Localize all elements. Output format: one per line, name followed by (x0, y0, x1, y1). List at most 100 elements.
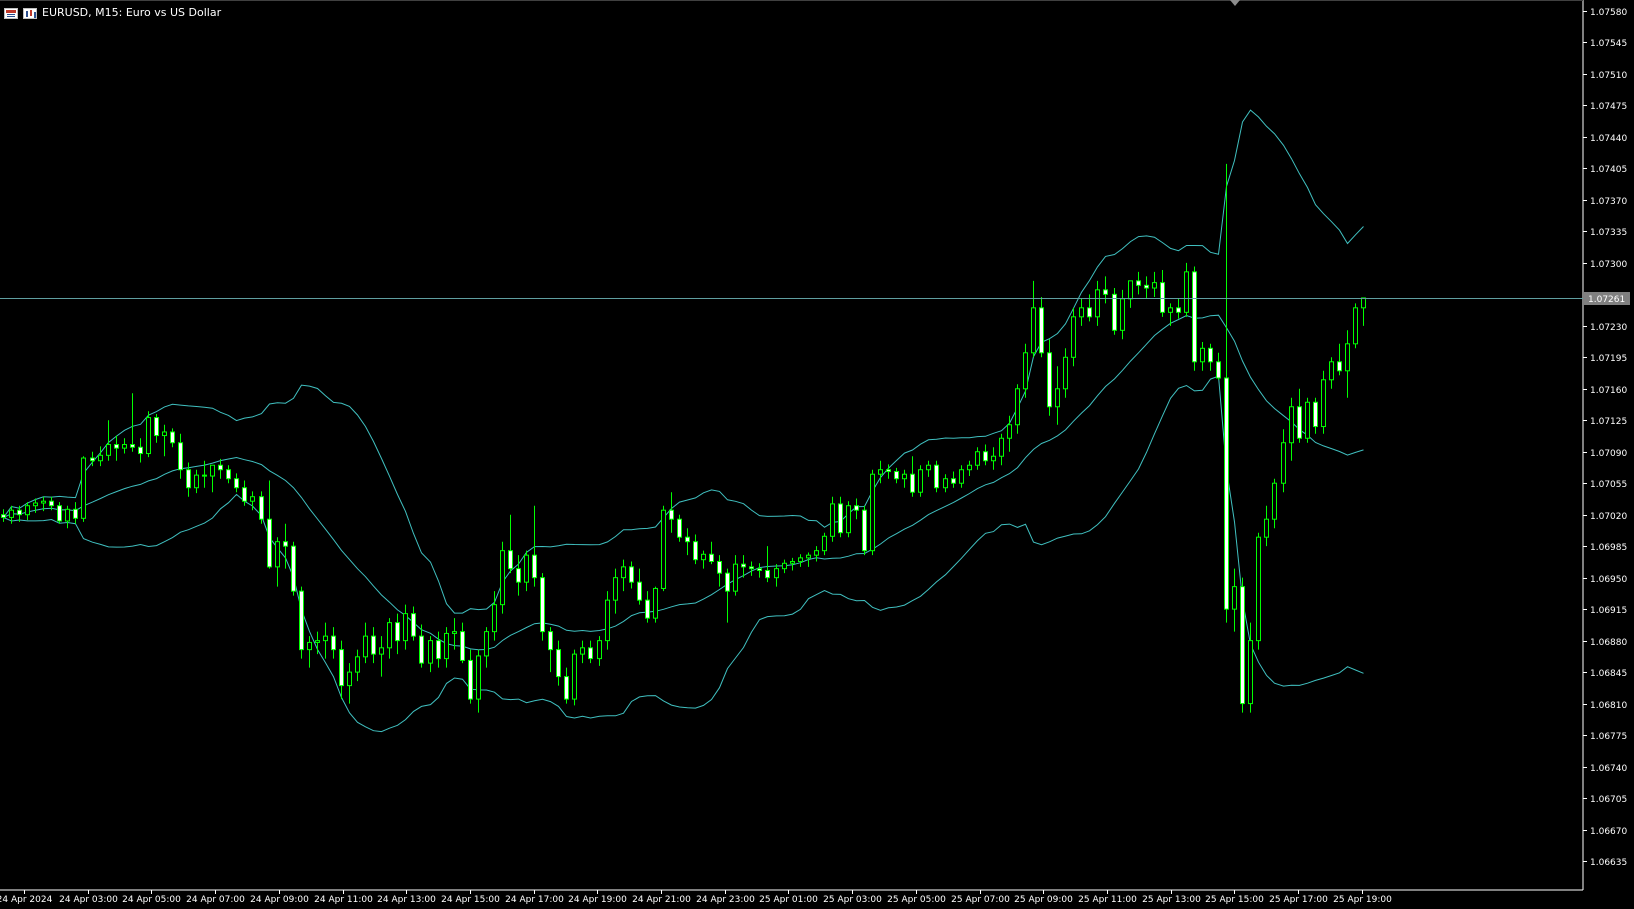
candle-body (846, 505, 851, 534)
candle-body (468, 659, 473, 700)
candle-body (452, 631, 457, 634)
current-price-tag (1584, 292, 1630, 305)
candle-body (693, 541, 698, 561)
candle-body (782, 562, 787, 570)
time-tick-label: 25 Apr 13:00 (1142, 895, 1201, 905)
candle-body (371, 635, 376, 655)
candle-body (194, 474, 199, 489)
chart-shift-marker-icon[interactable] (1230, 0, 1240, 6)
candle-body (1297, 406, 1302, 439)
candle-body (234, 478, 239, 489)
candle-body (1055, 388, 1060, 408)
price-tick-label: 1.07300 (1590, 260, 1627, 270)
candle-body (154, 417, 159, 437)
candle-body (1176, 307, 1181, 313)
time-tick-label: 25 Apr 01:00 (759, 895, 818, 905)
candle-body (1168, 307, 1173, 313)
candle-body (508, 550, 513, 570)
time-tick-label: 25 Apr 07:00 (951, 895, 1010, 905)
candle-body (983, 451, 988, 462)
indicators-icon[interactable] (23, 7, 37, 19)
candle-body (178, 442, 183, 471)
candle-body (41, 500, 46, 504)
candle-body (1216, 361, 1221, 379)
candle-body (17, 509, 22, 516)
bollinger-lower-band (3, 375, 1364, 733)
candle-body (130, 444, 135, 448)
price-tick-label: 1.07475 (1590, 102, 1627, 112)
candle-body (202, 474, 207, 477)
price-tick-label: 1.07125 (1590, 417, 1627, 427)
candle-body (339, 649, 344, 687)
candle-body (943, 478, 948, 489)
candle-body (98, 454, 103, 462)
candle-body (1200, 347, 1205, 363)
chart-menu-icon[interactable] (4, 7, 18, 19)
candle-body (645, 599, 650, 619)
candle-body (65, 508, 70, 522)
candle-body (291, 545, 296, 592)
candle-body (765, 569, 770, 579)
candle-body (991, 455, 996, 462)
candle-body (1031, 307, 1036, 354)
candle-body (484, 631, 489, 657)
candle-body (1152, 282, 1157, 289)
candle-body (548, 631, 553, 651)
candle-body (1305, 401, 1310, 439)
candle-body (428, 640, 433, 664)
candle-body (419, 635, 424, 664)
price-tick-label: 1.07020 (1590, 512, 1627, 522)
candle-body (299, 590, 304, 651)
time-tick-label: 24 Apr 05:00 (122, 895, 181, 905)
price-tick-label: 1.06985 (1590, 543, 1627, 553)
price-tick-label: 1.06775 (1590, 732, 1627, 742)
candle-body (33, 502, 38, 507)
candle-body (57, 505, 62, 522)
price-tick-label: 1.07055 (1590, 480, 1627, 490)
candle-body (275, 541, 280, 568)
candle-body (436, 640, 441, 660)
price-tick-label: 1.07510 (1590, 71, 1627, 81)
candle-body (685, 536, 690, 543)
candle-body (629, 566, 634, 583)
candle-body (122, 444, 127, 449)
candle-body (1208, 347, 1213, 363)
candle-body (395, 622, 400, 642)
candle-body (999, 437, 1004, 457)
candle-body (774, 568, 779, 579)
candle-body (267, 518, 272, 568)
candle-body (975, 451, 980, 466)
candle-body (1047, 352, 1052, 408)
candle-body (918, 469, 923, 493)
candle-body (733, 563, 738, 592)
candle-body (411, 613, 416, 637)
candle-body (926, 464, 931, 471)
current-price-label: 1.07261 (1588, 295, 1625, 305)
candle-body (90, 457, 95, 462)
time-tick-label: 25 Apr 17:00 (1269, 895, 1328, 905)
price-tick-label: 1.06810 (1590, 701, 1627, 711)
candle-body (331, 635, 336, 651)
candle-body (1248, 640, 1253, 705)
candle-body (709, 553, 714, 562)
candle-body (1144, 284, 1149, 289)
candle-body (934, 464, 939, 489)
candle-body (9, 509, 14, 518)
candle-body (677, 518, 682, 538)
candle-body (717, 560, 722, 574)
candle-body (1329, 361, 1334, 381)
time-tick-label: 25 Apr 15:00 (1205, 895, 1264, 905)
bollinger-middle-band (3, 314, 1364, 651)
candle-body (387, 622, 392, 649)
candle-body (403, 613, 408, 642)
price-tick-label: 1.06915 (1590, 606, 1627, 616)
candle-body (532, 554, 537, 579)
candle-body (886, 469, 891, 473)
candle-body (444, 632, 449, 660)
candle-body (1015, 388, 1020, 426)
candle-body (1007, 424, 1012, 439)
time-tick-label: 24 Apr 2024 (0, 895, 53, 905)
candle-body (822, 535, 827, 552)
